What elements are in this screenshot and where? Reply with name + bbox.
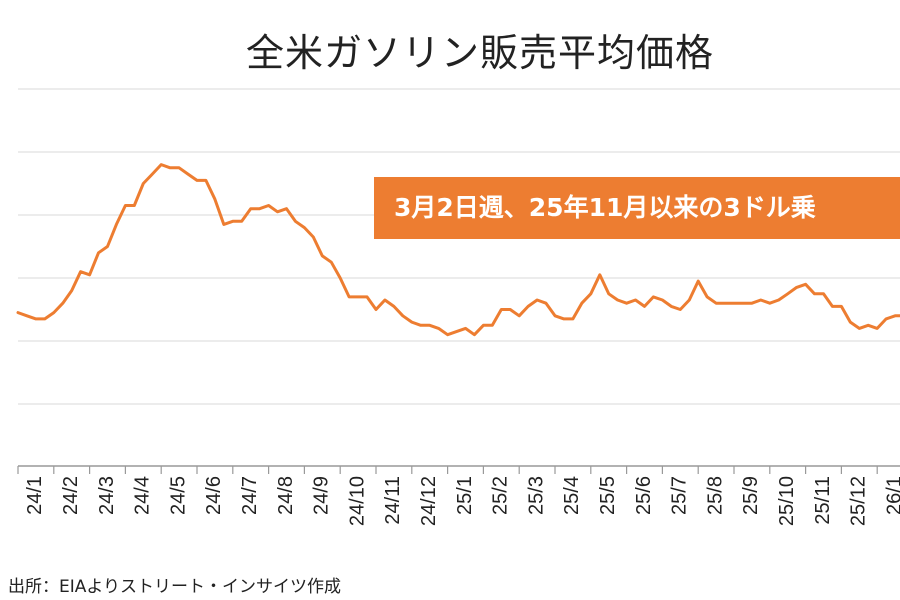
x-tick-label-0: 24/1 <box>24 476 46 515</box>
x-tick-label-15: 25/4 <box>561 476 583 515</box>
x-ticks <box>17 466 878 474</box>
x-tick-label-18: 25/7 <box>669 476 691 515</box>
gridlines <box>18 88 900 405</box>
series-line <box>16 163 900 337</box>
x-tick-label-16: 25/5 <box>597 476 619 515</box>
x-tick-label-7: 24/8 <box>275 476 297 515</box>
x-tick-labels: 24/1 24/2 24/3 24/4 24/5 24/6 24/7 24/8 24/9 24/1… <box>24 476 900 526</box>
x-tick-label-4: 24/5 <box>167 476 189 515</box>
x-tick-label-19: 25/8 <box>704 476 726 515</box>
callout-annotation: 3月2日週、25年11月以来の3ドル乗 <box>374 177 900 239</box>
x-tick-label-8: 24/9 <box>311 476 333 515</box>
x-tick-label-1: 24/2 <box>60 476 82 515</box>
unit-mark: ） <box>0 22 8 54</box>
x-tick-label-11: 24/12 <box>418 476 440 526</box>
x-tick-label-20: 25/9 <box>740 476 762 515</box>
x-tick-label-3: 24/4 <box>132 476 154 515</box>
x-tick-label-24: 26/1 <box>883 476 900 515</box>
x-tick-label-6: 24/7 <box>239 476 261 515</box>
x-tick-label-12: 25/1 <box>454 476 476 515</box>
x-tick-label-23: 25/12 <box>848 476 870 526</box>
x-tick-label-13: 25/2 <box>490 476 512 515</box>
chart-title: 全米ガソリン販売平均価格 <box>245 31 714 75</box>
x-tick-label-14: 25/3 <box>525 476 547 515</box>
x-tick-label-5: 24/6 <box>203 476 225 515</box>
x-tick-label-9: 24/10 <box>346 476 368 526</box>
x-tick-label-22: 25/11 <box>812 476 834 525</box>
x-tick-label-2: 24/3 <box>96 476 118 515</box>
x-tick-label-21: 25/10 <box>776 476 798 526</box>
x-tick-label-17: 25/6 <box>633 476 655 515</box>
source-note: 出所：EIAよりストリート・インサイツ作成 <box>8 577 342 597</box>
x-tick-label-10: 24/11 <box>382 476 404 525</box>
